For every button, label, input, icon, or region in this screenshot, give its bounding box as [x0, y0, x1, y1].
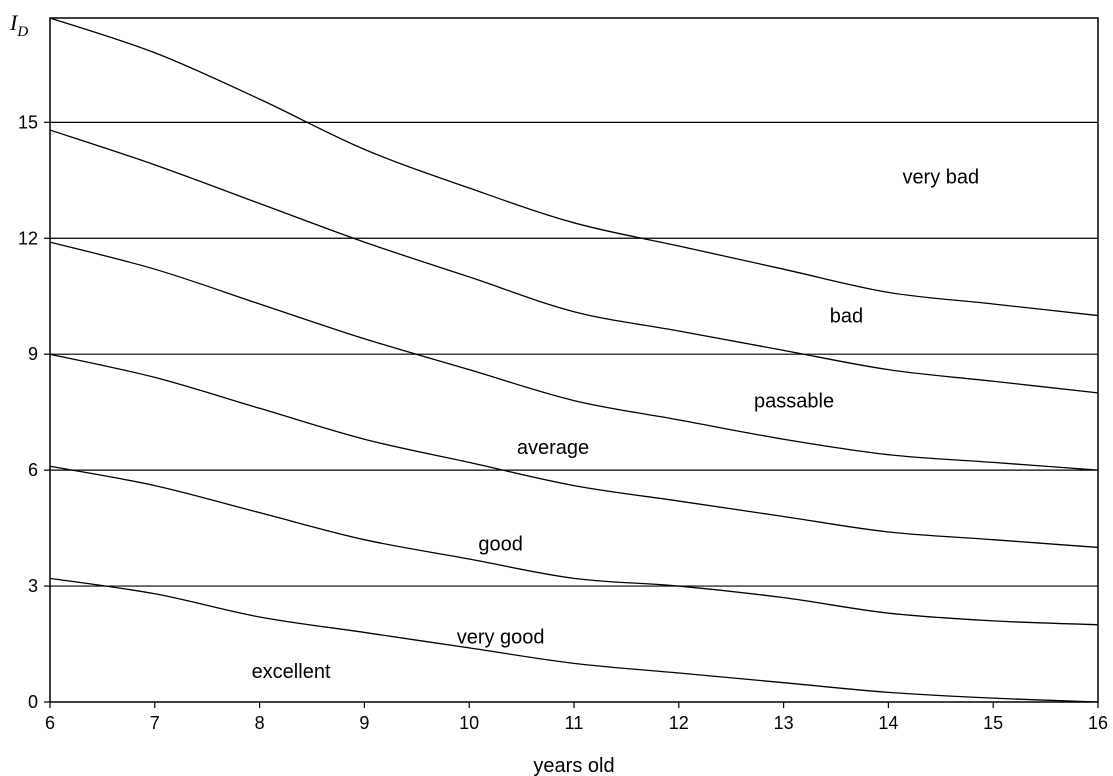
boundary-curve-3	[49, 241, 1099, 471]
gridlines	[50, 121, 1098, 587]
boundary-curve-2	[49, 129, 1099, 394]
y-axis-label-main: I	[9, 10, 19, 35]
y-axis-label: ID	[9, 10, 28, 40]
region-label-passable: passable	[754, 391, 834, 413]
x-tick-label-7: 13	[774, 713, 794, 733]
boundary-curve-5	[49, 465, 1099, 626]
y-tick-label-4: 12	[18, 228, 38, 248]
y-axis-label-subscript: D	[16, 24, 28, 40]
region-label-very-good: very good	[457, 626, 545, 648]
x-tick-label-10: 16	[1088, 713, 1108, 733]
x-tick-label-2: 8	[255, 713, 265, 733]
y-tick-label-3: 9	[28, 344, 38, 364]
region-label-bad: bad	[830, 306, 863, 328]
boundary-curve-1	[49, 17, 1099, 317]
region-label-excellent: excellent	[252, 661, 331, 683]
x-axis-label: years old	[533, 755, 614, 776]
y-tick-label-1: 3	[28, 576, 38, 596]
boundary-curve-6	[49, 577, 1099, 703]
x-tick-label-8: 14	[878, 713, 898, 733]
region-label-very-bad: very bad	[902, 166, 979, 188]
y-tick-label-5: 15	[18, 112, 38, 132]
x-tick-label-5: 11	[565, 713, 584, 733]
region-label-good: good	[478, 534, 523, 556]
x-ticks: 6 7 8 9 10 11 12 13 14 15 16	[45, 702, 1108, 733]
x-tick-label-9: 15	[983, 713, 1003, 733]
y-tick-label-2: 6	[28, 460, 38, 480]
x-tick-label-0: 6	[45, 713, 55, 733]
y-ticks: 0 3 6 9 12 15	[18, 112, 50, 712]
x-tick-label-1: 7	[150, 713, 160, 733]
x-tick-label-4: 10	[459, 713, 479, 733]
boundary-curves	[49, 17, 1099, 703]
region-label-average: average	[517, 437, 589, 459]
region-labels: very bad bad passable average good very good e…	[252, 166, 980, 683]
x-tick-label-6: 12	[669, 713, 689, 733]
boundary-curve-4	[49, 353, 1099, 549]
x-tick-label-3: 9	[359, 713, 369, 733]
y-tick-label-0: 0	[28, 692, 38, 712]
